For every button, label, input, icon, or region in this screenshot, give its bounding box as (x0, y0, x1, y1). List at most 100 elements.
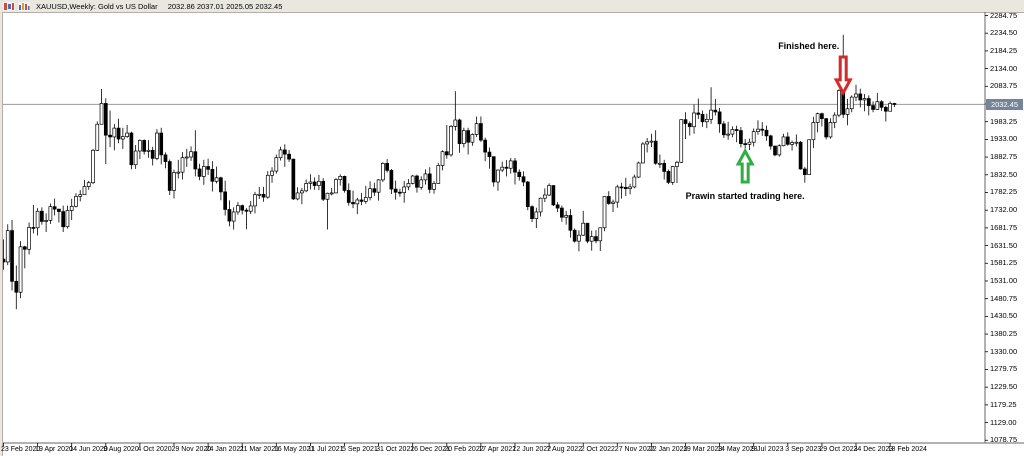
candle-body (832, 114, 837, 123)
date-tick-label: 11 Jul 2021 (307, 446, 344, 453)
candle-body (321, 180, 326, 200)
candle-body (180, 157, 185, 173)
price-tick-label: 1581.25 (990, 258, 1018, 268)
candle-body (888, 103, 892, 112)
candle-body (155, 132, 159, 159)
candle-body (747, 141, 752, 145)
candle-body (709, 109, 713, 120)
candle-body (317, 180, 321, 186)
candle-body (683, 119, 688, 124)
candle-body (287, 153, 291, 160)
candle-body (112, 127, 117, 138)
candle-body (815, 113, 820, 123)
candle-body (27, 227, 31, 250)
candle-body (389, 170, 394, 190)
price-tick-label: 1380.25 (990, 329, 1018, 339)
candle-body (820, 113, 824, 119)
candle-body (496, 169, 500, 183)
price-tick-label: 1330.00 (990, 346, 1018, 356)
candle-body (159, 132, 164, 156)
annotation-started-trading-here: Prawin started trading here. (685, 191, 805, 201)
candle-body (760, 128, 765, 131)
candle-body (35, 210, 40, 229)
candle-body (849, 96, 854, 110)
candle-body (768, 135, 773, 147)
candle-body (577, 234, 581, 242)
date-tick-label: 19 Apr 2020 (35, 446, 73, 453)
date-tick-label: 16 May 2021 (273, 446, 315, 453)
candle-body (474, 123, 479, 135)
candle-body (551, 185, 556, 206)
candle-body (82, 186, 87, 196)
candle-body (372, 188, 377, 193)
price-tick-label: 1129.00 (990, 417, 1017, 427)
candle-body (581, 222, 586, 236)
candle-body (257, 193, 262, 196)
chart-title-bar: XAUUSD,Weekly: Gold vs US Dollar 2032.86… (0, 0, 1024, 13)
candle-body (734, 129, 739, 131)
candle-body (862, 98, 867, 101)
candle-body (645, 141, 649, 145)
candle-body (5, 230, 10, 263)
candle-body (866, 98, 871, 106)
candle-body (282, 149, 287, 155)
price-tick-label: 1279.75 (990, 364, 1018, 374)
candle-body (18, 246, 23, 293)
chart-symbol-period: XAUUSD,Weekly: (36, 1, 96, 11)
candle-body (594, 236, 598, 242)
date-tick-label: 2 Oct 2022 (580, 446, 615, 453)
green-up-arrow (735, 147, 755, 184)
candle-body (402, 186, 407, 193)
candle-body (722, 123, 726, 136)
price-tick-label: 2234.50 (990, 28, 1018, 38)
candle-body (385, 162, 389, 171)
candle-body (773, 145, 777, 156)
candle-body (785, 136, 790, 145)
date-tick-label: 29 Nov 2020 (171, 446, 212, 453)
candle-body (189, 151, 193, 158)
candle-body (265, 174, 270, 198)
candle-body (743, 143, 748, 145)
price-tick-label: 1933.00 (990, 134, 1018, 144)
candle-body (419, 179, 424, 188)
price-tick-label: 1229.50 (990, 382, 1018, 392)
candle-body (351, 202, 355, 205)
candle-body (504, 166, 509, 169)
candle-body (308, 181, 313, 184)
date-tick-label: 22 Jan 2023 (648, 446, 688, 453)
candle-body (342, 176, 347, 191)
candle-body (167, 161, 172, 191)
candle-body (598, 227, 603, 242)
candlestick-chart-icon (3, 1, 15, 11)
candle-body (359, 199, 364, 202)
candle-body (52, 206, 57, 210)
price-tick-label: 1782.25 (990, 187, 1018, 197)
candle-body (325, 192, 330, 200)
date-tick-label: 29 Oct 2023 (819, 446, 858, 453)
chart-ohlc-values: 2032.86 2037.01 2025.05 2032.45 (167, 1, 283, 11)
date-tick-label: 20 Feb 2022 (444, 446, 484, 453)
price-tick-label: 2083.75 (990, 81, 1018, 91)
candle-body (568, 215, 573, 231)
candle-body (602, 196, 607, 229)
candle-body (879, 101, 884, 108)
candle-body (69, 205, 74, 211)
candle-body (560, 207, 564, 218)
candle-body (692, 112, 696, 128)
candle-body (120, 136, 125, 140)
candle-body (662, 162, 667, 172)
candle-body (572, 229, 577, 242)
candle-body (457, 119, 462, 144)
candle-body (415, 175, 419, 188)
date-tick-label: 31 Oct 2021 (376, 446, 415, 453)
candle-body (883, 106, 888, 112)
candle-body (666, 171, 671, 183)
candle-body (138, 140, 142, 152)
current-price-label: 2032.45 (986, 98, 1023, 110)
date-tick-label: 4 Oct 2020 (137, 446, 172, 453)
window-left-edge (0, 12, 3, 456)
candle-body (44, 220, 48, 222)
candle-body (781, 136, 786, 147)
candle-body (466, 130, 470, 143)
